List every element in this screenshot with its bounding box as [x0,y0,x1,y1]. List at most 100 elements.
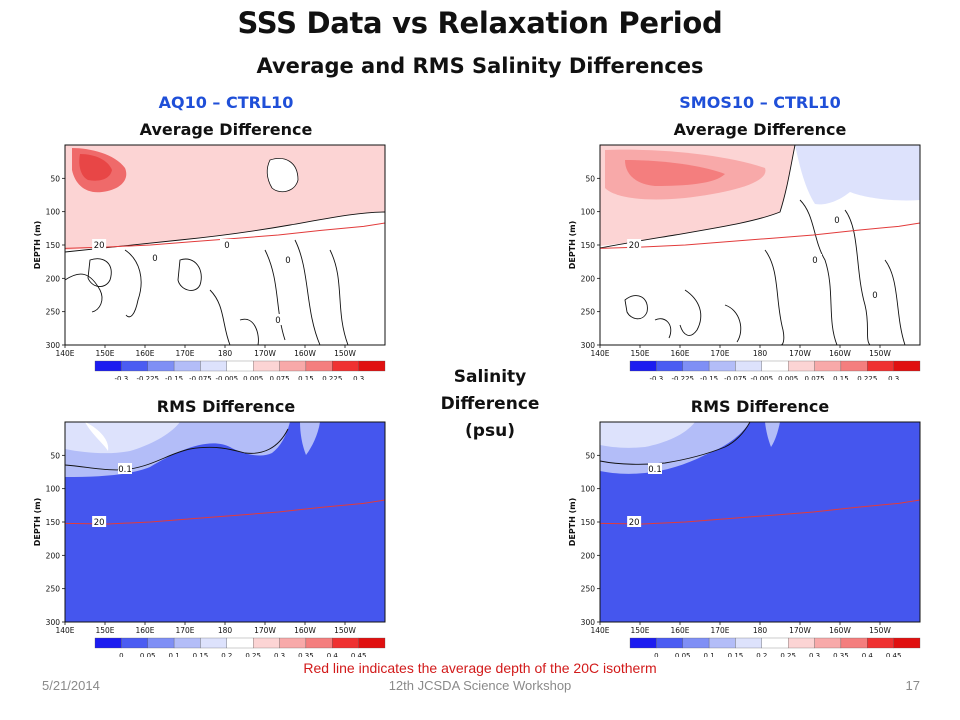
zero-contour-line [124,249,142,318]
colorbar-swatch [121,637,148,649]
x-tick-label: 140E [55,626,74,635]
y-axis-label: DEPTH (m) [33,221,42,270]
colorbar-label: 0.225 [857,375,877,380]
panel-title-aq10-average: Average Difference [139,120,313,139]
x-tick-label: 180 [753,349,768,358]
zero-contour-line [239,318,259,346]
colorbar-label: 0.25 [780,652,796,657]
colorbar-label: -0.15 [165,375,183,380]
y-axis-label: DEPTH (m) [568,498,577,547]
x-tick-label: 170E [710,349,729,358]
zero-contour-line [764,249,785,346]
x-tick-label: 170E [175,349,194,358]
strongest-positive-core [79,154,112,181]
zero-contour-line [884,259,906,346]
colorbar-label: 0.2 [756,652,767,657]
contour-label: 0 [152,254,157,264]
colorbar-swatch [305,637,333,649]
x-tick-label: 170E [710,626,729,635]
x-tick-label: 150E [95,626,114,635]
isotherm-20c-line [599,222,921,249]
y-tick-label: 300 [581,341,596,350]
contour-0.1-line [64,428,289,471]
colorbar-label: 0.4 [327,652,339,657]
colorbar-swatch [735,637,762,649]
colorbar-swatch [682,637,710,649]
x-tick-label: 160E [670,349,689,358]
isotherm-footnote: Red line indicates the average depth of … [303,660,657,676]
colorbar-swatch [867,637,894,649]
footer-event: 12th JCSDA Science Workshop [388,678,572,693]
y-axis-label: DEPTH (m) [568,221,577,270]
x-tick-label: 160E [135,349,154,358]
contour-label-bg [808,254,822,265]
footer-page-number: 17 [905,678,920,693]
x-tick-label: 150W [334,349,356,358]
colorbar-label: 0.45 [351,652,367,657]
colorbar-swatch [735,360,762,372]
heatmap-field [64,145,386,346]
colorbar-label: 0.15 [298,375,314,380]
heatmap-field [599,144,920,346]
y-tick-label: 50 [585,451,595,460]
colorbar-swatch [629,637,657,649]
contour-label: 20 [94,518,105,528]
y-tick-label: 150 [46,518,61,527]
y-tick-label: 150 [581,241,596,250]
contour-label-bg [148,252,162,263]
colorbar-label: -0.005 [751,375,774,380]
zero-contour-line [177,258,202,291]
colorbar-label: -0.075 [724,375,747,380]
colorbar-label: 0.05 [140,652,156,657]
colorbar-swatch [147,360,175,372]
x-tick-label: 180 [218,626,233,635]
x-tick-label: 170E [175,626,194,635]
y-tick-label: 250 [581,585,596,594]
y-tick-label: 250 [46,585,61,594]
colorbar-swatch [173,637,201,649]
contour-label: 0.1 [118,465,132,475]
x-tick-label: 140E [590,626,609,635]
neutral-patch [266,158,299,193]
colorbar-swatch [279,360,307,372]
zero-contour-line [624,295,648,320]
colorbar-swatch [200,637,227,649]
zero-contour-line [209,289,231,346]
contour-label: 0 [812,256,817,266]
colorbar-swatch [708,637,736,649]
contour-0.1-line [599,421,751,465]
contour-label: 0 [285,256,290,266]
plot-frame [599,421,921,623]
y-tick-label: 50 [50,451,60,460]
colorbar-label: 0.3 [809,652,820,657]
x-tick-label: 150E [95,349,114,358]
contour-label-bg [220,239,234,250]
isotherm-20c-line [64,222,386,249]
y-tick-label: 250 [46,308,61,317]
positive-anomaly-region [65,145,385,250]
x-tick-label: 150W [334,626,356,635]
y-tick-label: 150 [46,241,61,250]
colorbar-label: 0.075 [805,375,825,380]
colorbar-swatch [253,360,280,372]
colorbar-swatch [788,637,815,649]
contour-label: 0 [275,316,280,326]
colorbar-swatch [200,360,227,372]
colorbar-swatch [761,360,789,372]
contour-label: 20 [94,241,105,251]
contour-label-bg [92,239,107,250]
contour-label: 0.1 [648,465,662,475]
colorbar-label: 0.225 [322,375,342,380]
x-tick-label: 170W [254,626,276,635]
x-tick-label: 170W [789,349,811,358]
contour-label-bg [830,214,844,225]
colorbar-label: -0.3 [115,375,129,380]
colorbar-label: 0.1 [704,652,715,657]
colorbar-swatch [761,637,789,649]
zero-contour-line [329,249,349,346]
plot-frame [64,421,386,623]
colorbar-swatch [121,360,148,372]
